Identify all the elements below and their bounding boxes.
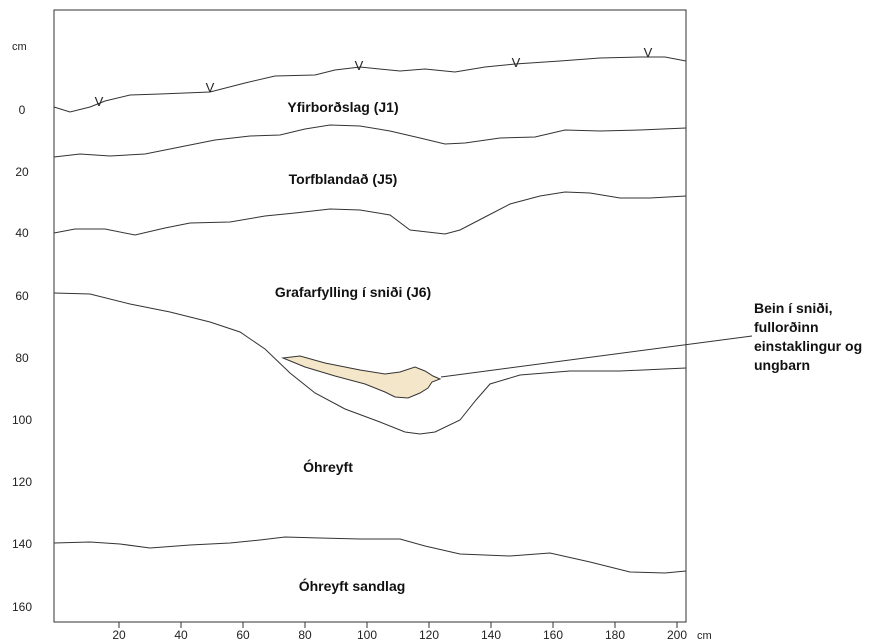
surface-v-marker: V	[95, 94, 104, 109]
x-tick-label: 200	[667, 628, 687, 642]
layer-label-j5: Torfblandað (J5)	[289, 171, 398, 187]
x-axis-tick-marks	[118, 622, 678, 628]
surface-v-marker: V	[206, 80, 215, 95]
x-tick-label: 20	[112, 628, 126, 642]
callout-line: Bein í sniði,	[754, 300, 833, 316]
boundary-j1-j5	[53, 124, 687, 158]
y-tick-label: 40	[15, 226, 29, 240]
plot-frame	[53, 9, 687, 623]
y-tick-label: 100	[12, 413, 32, 427]
x-axis-ticks: 20 40 60 80 100 120 140 160 180 200 cm	[112, 628, 711, 642]
y-tick-label: 140	[12, 537, 32, 551]
x-tick-label: 120	[419, 628, 439, 642]
bone-callout: Bein í sniði, fullorðinn einstaklingur o…	[754, 300, 862, 373]
callout-leader-line	[440, 335, 753, 378]
y-axis-unit: cm	[12, 41, 27, 53]
y-tick-label: 60	[15, 289, 29, 303]
x-tick-label: 60	[236, 628, 250, 642]
surface-v-marker: V	[512, 55, 521, 70]
grave-cut-line	[53, 292, 687, 435]
callout-line: ungbarn	[754, 357, 810, 373]
layer-boundaries	[53, 56, 687, 574]
x-tick-label: 80	[298, 628, 312, 642]
x-tick-label: 180	[605, 628, 625, 642]
x-tick-label: 160	[543, 628, 563, 642]
x-tick-label: 40	[174, 628, 188, 642]
layer-label-sand: Óhreyft sandlag	[299, 577, 406, 594]
x-tick-label: 100	[357, 628, 377, 642]
ground-surface-line	[53, 56, 687, 113]
layer-label-undisturbed: Óhreyft	[303, 458, 353, 475]
callout-line: fullorðinn	[754, 319, 819, 335]
boundary-j5-j6	[53, 191, 687, 236]
x-axis-unit: cm	[697, 630, 712, 642]
layer-label-j1: Yfirborðslag (J1)	[287, 99, 398, 115]
y-tick-label: 160	[12, 600, 32, 614]
layer-label-j6: Grafarfylling í sniði (J6)	[275, 284, 431, 300]
callout-line: einstaklingur og	[754, 338, 862, 354]
boundary-sand-layer	[53, 536, 687, 574]
surface-markers: V V V V V	[95, 45, 653, 109]
y-tick-label: 0	[19, 103, 26, 117]
y-tick-label: 80	[15, 351, 29, 365]
surface-v-marker: V	[644, 45, 653, 60]
y-tick-label: 20	[15, 165, 29, 179]
x-tick-label: 140	[481, 628, 501, 642]
surface-v-marker: V	[355, 58, 364, 73]
y-axis-ticks: 0 20 40 60 80 100 120 140 160	[12, 103, 32, 614]
bone-deposit-shape	[281, 355, 442, 399]
y-tick-label: 120	[12, 475, 32, 489]
